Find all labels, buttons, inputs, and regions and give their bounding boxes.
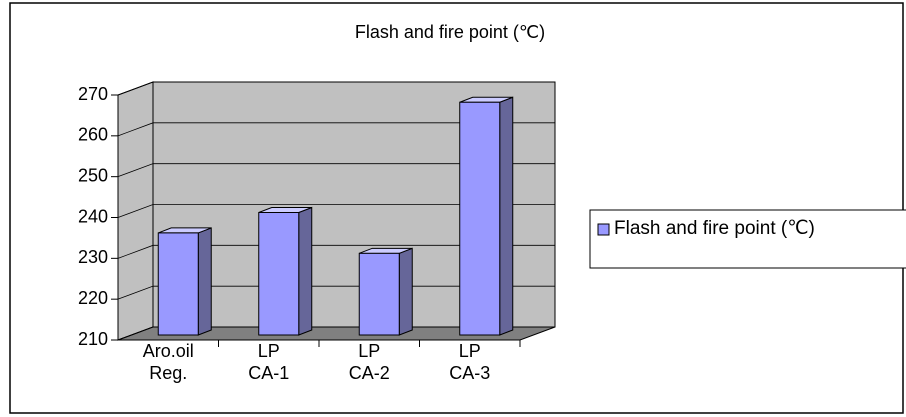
y-tick-label: 250 — [78, 165, 108, 185]
legend-swatch — [597, 223, 610, 236]
bar — [358, 252, 400, 336]
x-tick-label: Reg. — [149, 363, 187, 383]
legend-box — [589, 209, 906, 269]
grid-line — [117, 163, 555, 178]
x-tick-label: LP — [258, 341, 280, 361]
bar-side — [499, 96, 514, 336]
legend-label: Flash and fire point (℃) — [614, 218, 815, 239]
y-tick-label: 260 — [78, 125, 108, 145]
grid-line — [117, 204, 555, 218]
x-tick-label: CA-3 — [449, 363, 490, 383]
bar — [459, 101, 501, 336]
plot: 210220230240250260270Aro.oilReg.LPCA-1LP… — [78, 81, 556, 383]
legend: Flash and fire point (℃) — [614, 218, 815, 239]
y-tick-label: 270 — [78, 84, 108, 104]
x-tick-label: LP — [358, 341, 380, 361]
chart-title: Flash and fire point (℃) — [355, 22, 545, 42]
y-tick-label: 230 — [78, 247, 108, 267]
bar-side — [197, 227, 212, 336]
y-tick-label: 220 — [78, 288, 108, 308]
grid-line — [117, 244, 555, 259]
grid-line — [117, 81, 555, 96]
x-tick-label: Aro.oil — [143, 341, 194, 361]
bar-side — [398, 247, 413, 336]
x-tick-label: CA-1 — [248, 363, 289, 383]
x-tick-label: LP — [459, 341, 481, 361]
y-tick-label: 240 — [78, 206, 108, 226]
x-tick-label: CA-2 — [349, 363, 390, 383]
grid-line — [117, 122, 555, 137]
grid-line — [117, 326, 555, 341]
bar — [258, 212, 300, 336]
bar-side — [298, 206, 313, 336]
grid-line — [117, 285, 555, 300]
y-tick-label: 210 — [78, 329, 108, 349]
bar — [157, 232, 199, 336]
